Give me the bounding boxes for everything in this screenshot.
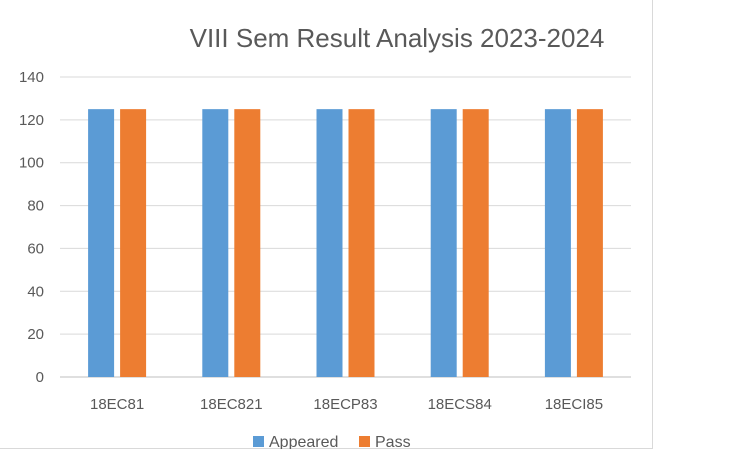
y-tick-label: 140 bbox=[19, 69, 44, 86]
y-tick-label: 40 bbox=[27, 283, 44, 300]
bar-appeared-18ec821 bbox=[202, 109, 229, 378]
bar-pass-18eci85 bbox=[576, 109, 603, 378]
bar-pass-18ecp83 bbox=[348, 109, 375, 378]
x-axis-ticks: 18EC81 18EC821 18ECP83 18ECS84 18ECI85 bbox=[90, 396, 603, 413]
bar-appeared-18ecp83 bbox=[316, 109, 343, 378]
bar-pass-18ecs84 bbox=[462, 109, 489, 378]
legend-swatch-pass bbox=[359, 436, 370, 447]
legend-label-pass: Pass bbox=[375, 434, 411, 449]
gridlines bbox=[60, 76, 631, 378]
x-tick-label: 18ECI85 bbox=[545, 396, 603, 413]
y-tick-label: 120 bbox=[19, 112, 44, 129]
y-axis-ticks: 0 20 40 60 80 100 120 140 bbox=[19, 69, 44, 386]
bar-appeared-18eci85 bbox=[544, 109, 571, 378]
y-tick-label: 80 bbox=[27, 198, 44, 215]
y-tick-label: 60 bbox=[27, 240, 44, 257]
bar-appeared-18ecs84 bbox=[430, 109, 457, 378]
bars bbox=[88, 109, 603, 378]
x-tick-label: 18ECP83 bbox=[313, 396, 377, 413]
x-tick-label: 18EC821 bbox=[200, 396, 263, 413]
bar-chart: VIII Sem Result Analysis 2023-2024 0 20 40… bbox=[19, 23, 631, 449]
y-tick-label: 20 bbox=[27, 326, 44, 343]
y-tick-label: 0 bbox=[36, 369, 44, 386]
legend-label-appeared: Appeared bbox=[269, 434, 338, 449]
y-tick-label: 100 bbox=[19, 155, 44, 172]
x-tick-label: 18EC81 bbox=[90, 396, 144, 413]
bar-appeared-18ec81 bbox=[88, 109, 115, 378]
legend-swatch-appeared bbox=[253, 436, 264, 447]
chart-frame: VIII Sem Result Analysis 2023-2024 0 20 40… bbox=[0, 0, 653, 449]
chart-title: VIII Sem Result Analysis 2023-2024 bbox=[190, 23, 605, 53]
legend: Appeared Pass bbox=[253, 434, 411, 449]
bar-pass-18ec821 bbox=[234, 109, 261, 378]
x-tick-label: 18ECS84 bbox=[428, 396, 492, 413]
bar-pass-18ec81 bbox=[120, 109, 147, 378]
